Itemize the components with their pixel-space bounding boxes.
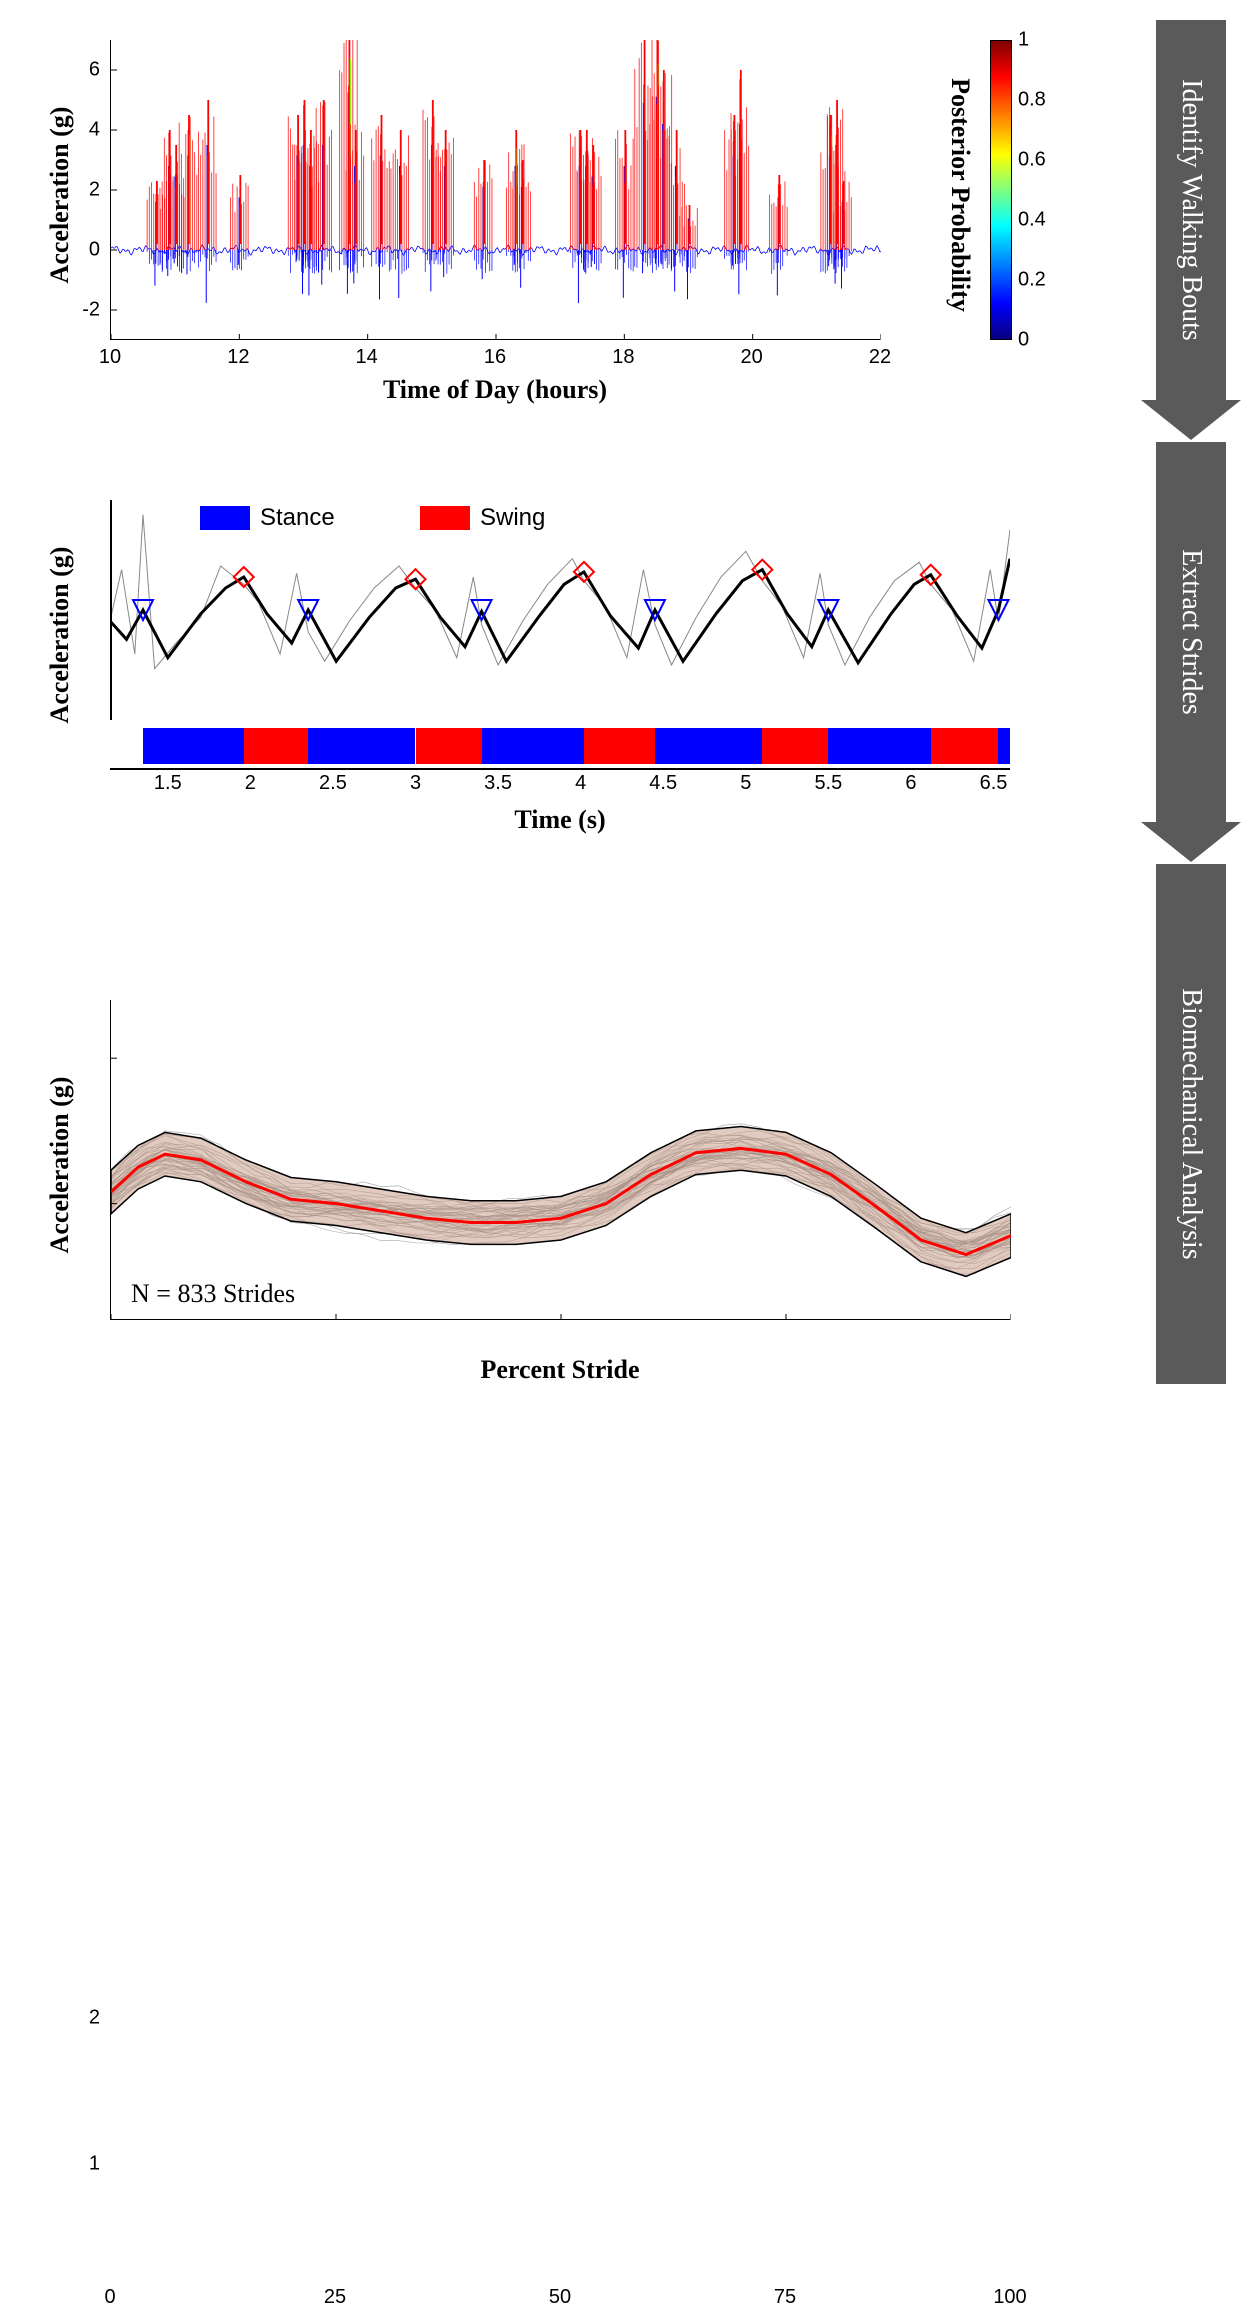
tick-label: 10 (99, 346, 121, 369)
swing-segment (244, 728, 308, 764)
tick-label: 16 (484, 346, 506, 369)
legend-stance: Stance (200, 504, 335, 532)
tick-label: 75 (774, 2286, 796, 2309)
swing-segment (762, 728, 828, 764)
stance-segment (655, 728, 762, 764)
ylabel-2: Acceleration (g) (45, 535, 75, 735)
axis2-left (110, 500, 112, 720)
timeseries-svg (111, 40, 881, 340)
ensemble-svg (111, 1000, 1011, 1320)
colorbar-tick: 0.2 (1018, 269, 1046, 292)
tick-label: 4 (575, 772, 586, 795)
tick-label: 4.5 (649, 772, 677, 795)
tick-label: 0 (104, 2286, 115, 2309)
tick-label: 2 (89, 179, 100, 202)
colorbar-gradient (990, 40, 1012, 340)
tick-label: 6 (905, 772, 916, 795)
swing-label: Swing (480, 504, 545, 532)
figure-root: Identify Walking Bouts Extract Strides B… (0, 0, 1241, 1424)
n-strides-annotation: N = 833 Strides (131, 1279, 295, 1309)
plot-area-3: N = 833 Strides (110, 1000, 1010, 1320)
tick-label: 25 (324, 2286, 346, 2309)
tick-label: 18 (612, 346, 634, 369)
colorbar-label: Posterior Probability (945, 65, 975, 325)
xlabel-3: Percent Stride (110, 1355, 1010, 1385)
stance-segment (482, 728, 584, 764)
tick-label: 100 (993, 2286, 1026, 2309)
swing-segment (584, 728, 655, 764)
plot-area-2: Stance Swing (110, 500, 1010, 760)
tick-label: 1.5 (154, 772, 182, 795)
tick-label: 2 (89, 2007, 100, 2030)
stance-label: Stance (260, 504, 335, 532)
arrow-body-1: Identify Walking Bouts (1156, 20, 1226, 400)
tick-label: 2 (245, 772, 256, 795)
swing-segment (931, 728, 999, 764)
workflow-step-2: Extract Strides (1141, 442, 1241, 862)
panel-biomechanical: N = 833 Strides Acceleration (g) Percent… (0, 960, 1100, 1390)
panel-walking-bouts: Acceleration (g) Time of Day (hours) 00.… (0, 0, 1100, 430)
workflow-step-3: Biomechanical Analysis (1141, 864, 1241, 1404)
colorbar-tick: 0.8 (1018, 89, 1046, 112)
stance-segment (143, 728, 244, 764)
tick-label: 1 (89, 2152, 100, 2175)
tick-label: 22 (869, 346, 891, 369)
tick-label: -2 (82, 299, 100, 322)
ylabel-1: Acceleration (g) (45, 95, 75, 295)
tick-label: 2.5 (319, 772, 347, 795)
arrow-label-1: Identify Walking Bouts (1175, 79, 1207, 341)
stride-svg (110, 500, 1010, 760)
tick-label: 3 (410, 772, 421, 795)
arrow-head-2 (1141, 822, 1241, 862)
arrow-body-2: Extract Strides (1156, 442, 1226, 822)
panel-extract-strides: Stance Swing Acceleration (g) Time (s) 1… (0, 460, 1100, 890)
stance-swing-bar (110, 728, 1010, 764)
xlabel-2: Time (s) (110, 805, 1010, 835)
colorbar-tick: 0 (1018, 329, 1029, 352)
ylabel-3: Acceleration (g) (45, 1065, 75, 1265)
phase-segment-end (998, 728, 1010, 764)
colorbar-tick: 0.4 (1018, 209, 1046, 232)
plot-area-1 (110, 40, 880, 340)
tick-label: 6.5 (980, 772, 1008, 795)
colorbar-tick: 1 (1018, 29, 1029, 52)
tick-label: 5.5 (814, 772, 842, 795)
arrow-head-1 (1141, 400, 1241, 440)
colorbar-tick: 0.6 (1018, 149, 1046, 172)
tick-label: 3.5 (484, 772, 512, 795)
tick-label: 4 (89, 119, 100, 142)
stance-swatch (200, 506, 250, 530)
tick-label: 12 (227, 346, 249, 369)
workflow-step-1: Identify Walking Bouts (1141, 20, 1241, 440)
tick-label: 0 (89, 239, 100, 262)
tick-label: 14 (356, 346, 378, 369)
swing-segment (416, 728, 482, 764)
swing-swatch (420, 506, 470, 530)
tick-label: 50 (549, 2286, 571, 2309)
colorbar: 00.20.40.60.81 (990, 40, 1012, 340)
stance-segment (828, 728, 930, 764)
arrow-label-3: Biomechanical Analysis (1175, 988, 1207, 1259)
legend-swing: Swing (420, 504, 545, 532)
tick-label: 6 (89, 59, 100, 82)
stance-segment (308, 728, 415, 764)
xlabel-1: Time of Day (hours) (110, 375, 880, 405)
tick-label: 20 (741, 346, 763, 369)
arrow-body-3: Biomechanical Analysis (1156, 864, 1226, 1384)
workflow-arrows: Identify Walking Bouts Extract Strides B… (1141, 20, 1241, 1400)
tick-label: 5 (740, 772, 751, 795)
arrow-label-2: Extract Strides (1175, 549, 1207, 715)
axis2-bottom (110, 768, 1010, 770)
